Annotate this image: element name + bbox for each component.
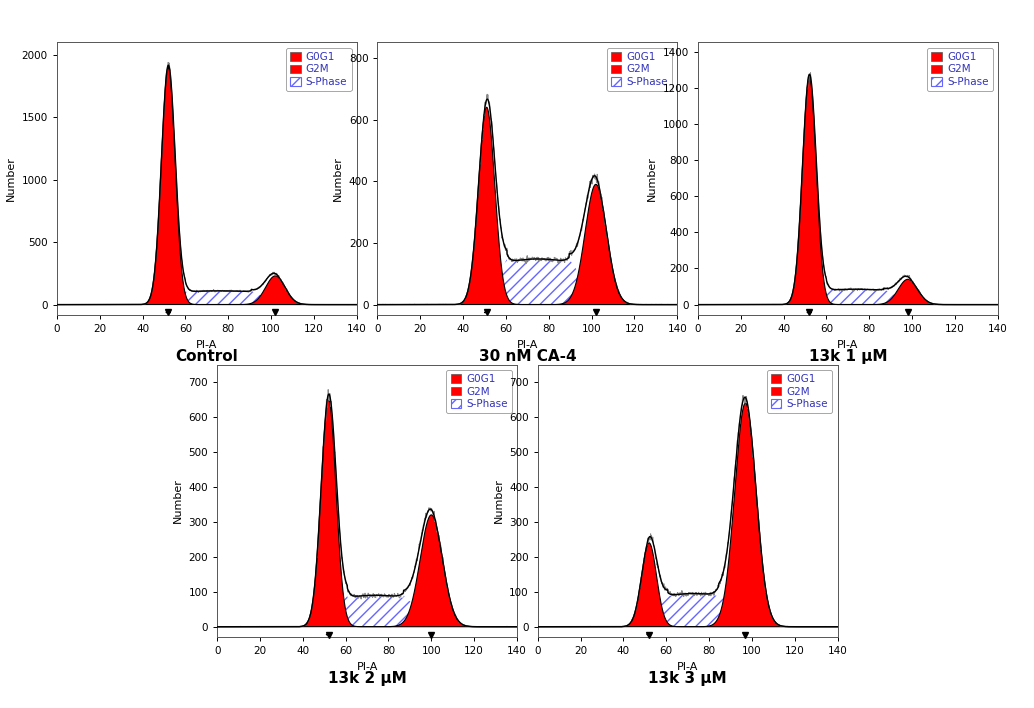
Legend: G0G1, G2M, S-Phase: G0G1, G2M, S-Phase — [927, 47, 993, 91]
Legend: G0G1, G2M, S-Phase: G0G1, G2M, S-Phase — [447, 370, 512, 413]
Text: 10.48%: 10.48% — [783, 374, 826, 384]
Text: 30 nM CA-4: 30 nM CA-4 — [479, 349, 576, 364]
Text: 61.06%: 61.06% — [783, 387, 826, 396]
Y-axis label: Number: Number — [173, 479, 183, 523]
Legend: G0G1, G2M, S-Phase: G0G1, G2M, S-Phase — [767, 370, 832, 413]
Text: 36.13%: 36.13% — [622, 64, 666, 74]
Text: 28.46%: 28.46% — [783, 399, 826, 409]
Y-axis label: Number: Number — [493, 479, 504, 523]
Text: 56.53%: 56.53% — [302, 52, 345, 62]
X-axis label: PI-A: PI-A — [838, 340, 858, 350]
X-axis label: PI-A: PI-A — [517, 340, 538, 350]
Text: 36.70%: 36.70% — [943, 77, 986, 87]
Text: 13k 2 μM: 13k 2 μM — [328, 671, 406, 686]
X-axis label: PI-A: PI-A — [196, 340, 217, 350]
Text: 30.89%: 30.89% — [462, 374, 506, 384]
Text: 10.03%: 10.03% — [943, 64, 986, 74]
Y-axis label: Number: Number — [6, 156, 17, 201]
Text: 53.27%: 53.27% — [943, 52, 986, 62]
Text: 41.68%: 41.68% — [462, 399, 506, 409]
Text: 13k 3 μM: 13k 3 μM — [648, 671, 727, 686]
Text: 27.43%: 27.43% — [462, 387, 506, 396]
Y-axis label: Number: Number — [647, 156, 658, 201]
Text: 13k 1 μM: 13k 1 μM — [809, 349, 887, 364]
Text: 36.13%: 36.13% — [622, 77, 666, 87]
Legend: G0G1, G2M, S-Phase: G0G1, G2M, S-Phase — [286, 47, 352, 91]
Text: Control: Control — [176, 349, 238, 364]
X-axis label: PI-A: PI-A — [357, 662, 377, 672]
Text: 8.59%: 8.59% — [309, 64, 345, 74]
Text: 34.88%: 34.88% — [302, 77, 345, 87]
Legend: G0G1, G2M, S-Phase: G0G1, G2M, S-Phase — [607, 47, 672, 91]
Text: 27.74%: 27.74% — [622, 52, 666, 62]
Y-axis label: Number: Number — [333, 156, 343, 201]
X-axis label: PI-A: PI-A — [677, 662, 698, 672]
